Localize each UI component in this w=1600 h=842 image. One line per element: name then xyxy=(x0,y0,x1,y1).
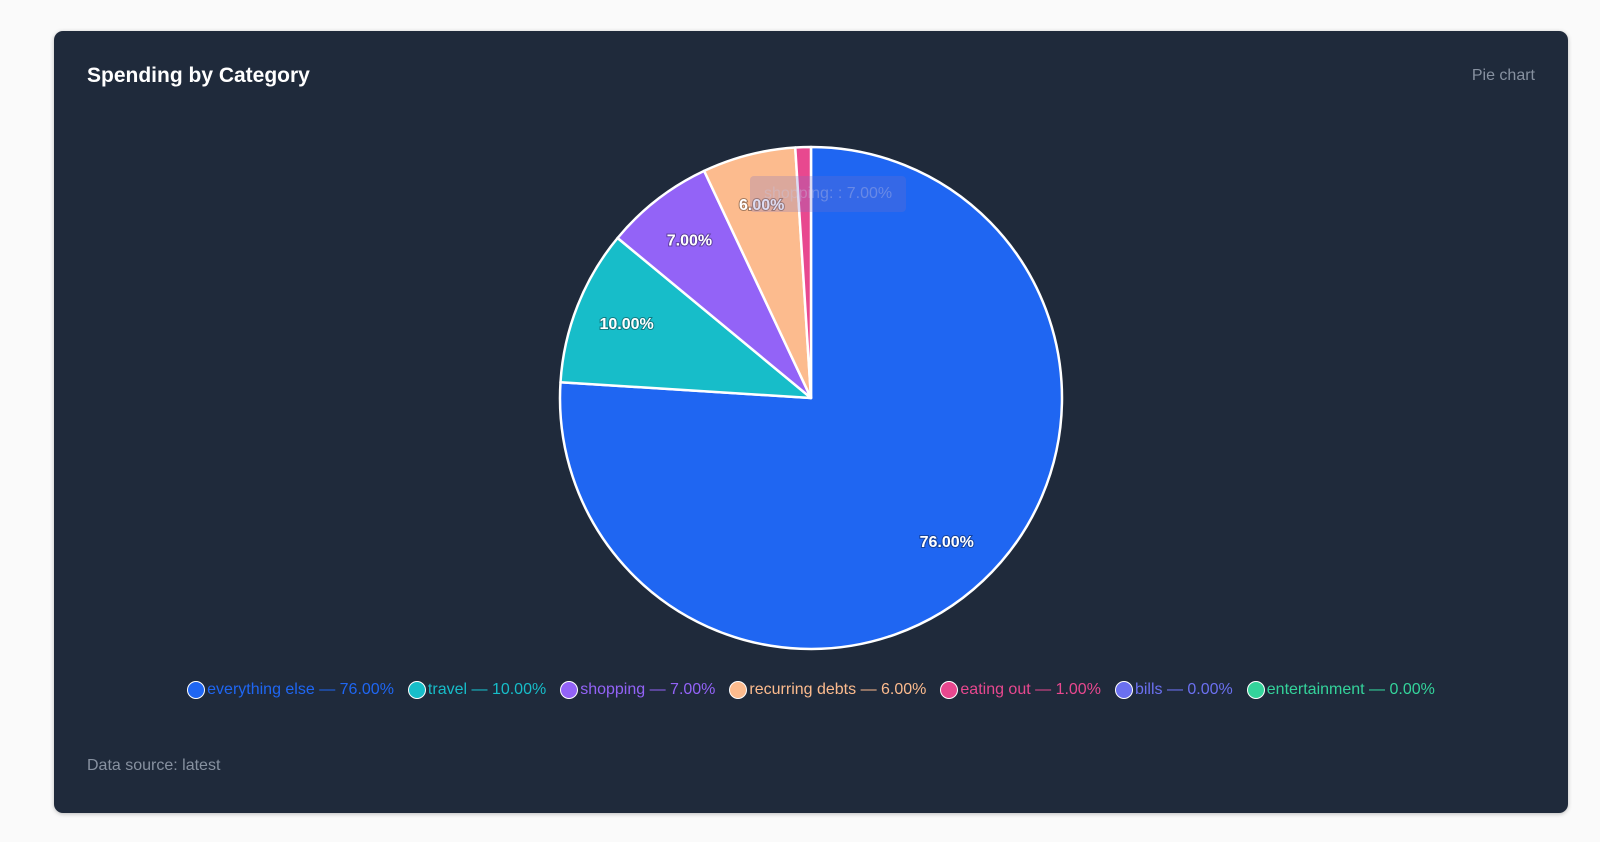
slice-label: 10.00% xyxy=(600,316,654,333)
legend-item: recurring debts — 6.00% xyxy=(729,681,926,699)
legend-item: eating out — 1.00% xyxy=(940,681,1101,699)
pie-slice xyxy=(559,236,813,400)
legend-label: bills — 0.00% xyxy=(1134,681,1233,698)
legend-item: shopping — 7.00% xyxy=(560,681,715,699)
legend-marker xyxy=(1114,681,1133,699)
chart-subtitle: Pie chart xyxy=(1471,67,1535,84)
legend: everything else — 76.00% travel — 10.00% s… xyxy=(54,681,1568,699)
legend-item: travel — 10.00% xyxy=(407,681,547,699)
data-source: Data source: latest xyxy=(87,757,221,774)
legend-marker xyxy=(187,681,206,699)
legend-item: everything else — 76.00% xyxy=(187,681,394,699)
legend-marker xyxy=(940,681,959,699)
legend-label: everything else — 76.00% xyxy=(207,681,394,698)
tooltip: shopping: : 7.00% xyxy=(750,176,907,212)
legend-marker xyxy=(729,681,748,699)
legend-label: entertainment — 0.00% xyxy=(1266,681,1435,698)
legend-item: entertainment — 0.00% xyxy=(1246,681,1435,699)
legend-item: bills — 0.00% xyxy=(1114,681,1233,699)
slice-label: 6.00% xyxy=(739,197,784,214)
legend-label: travel — 10.00% xyxy=(427,681,547,698)
legend-marker xyxy=(407,681,426,699)
legend-label: recurring debts — 6.00% xyxy=(749,681,927,698)
chart-title: Spending by Category xyxy=(87,64,310,87)
legend-marker xyxy=(1246,681,1265,699)
pie-slice xyxy=(616,169,813,400)
legend-label: eating out — 1.00% xyxy=(960,681,1101,698)
slice-label: 7.00% xyxy=(667,233,712,250)
slice-label: 76.00% xyxy=(920,534,974,551)
pie-chart: 76.00% 10.00% 7.00% 6.00% xyxy=(558,145,1064,651)
pie-slice xyxy=(793,145,813,400)
legend-label: shopping — 7.00% xyxy=(580,681,716,698)
legend-marker xyxy=(560,681,579,699)
chart-card: Spending by Category Pie chart 76.00% 10.… xyxy=(54,31,1568,813)
